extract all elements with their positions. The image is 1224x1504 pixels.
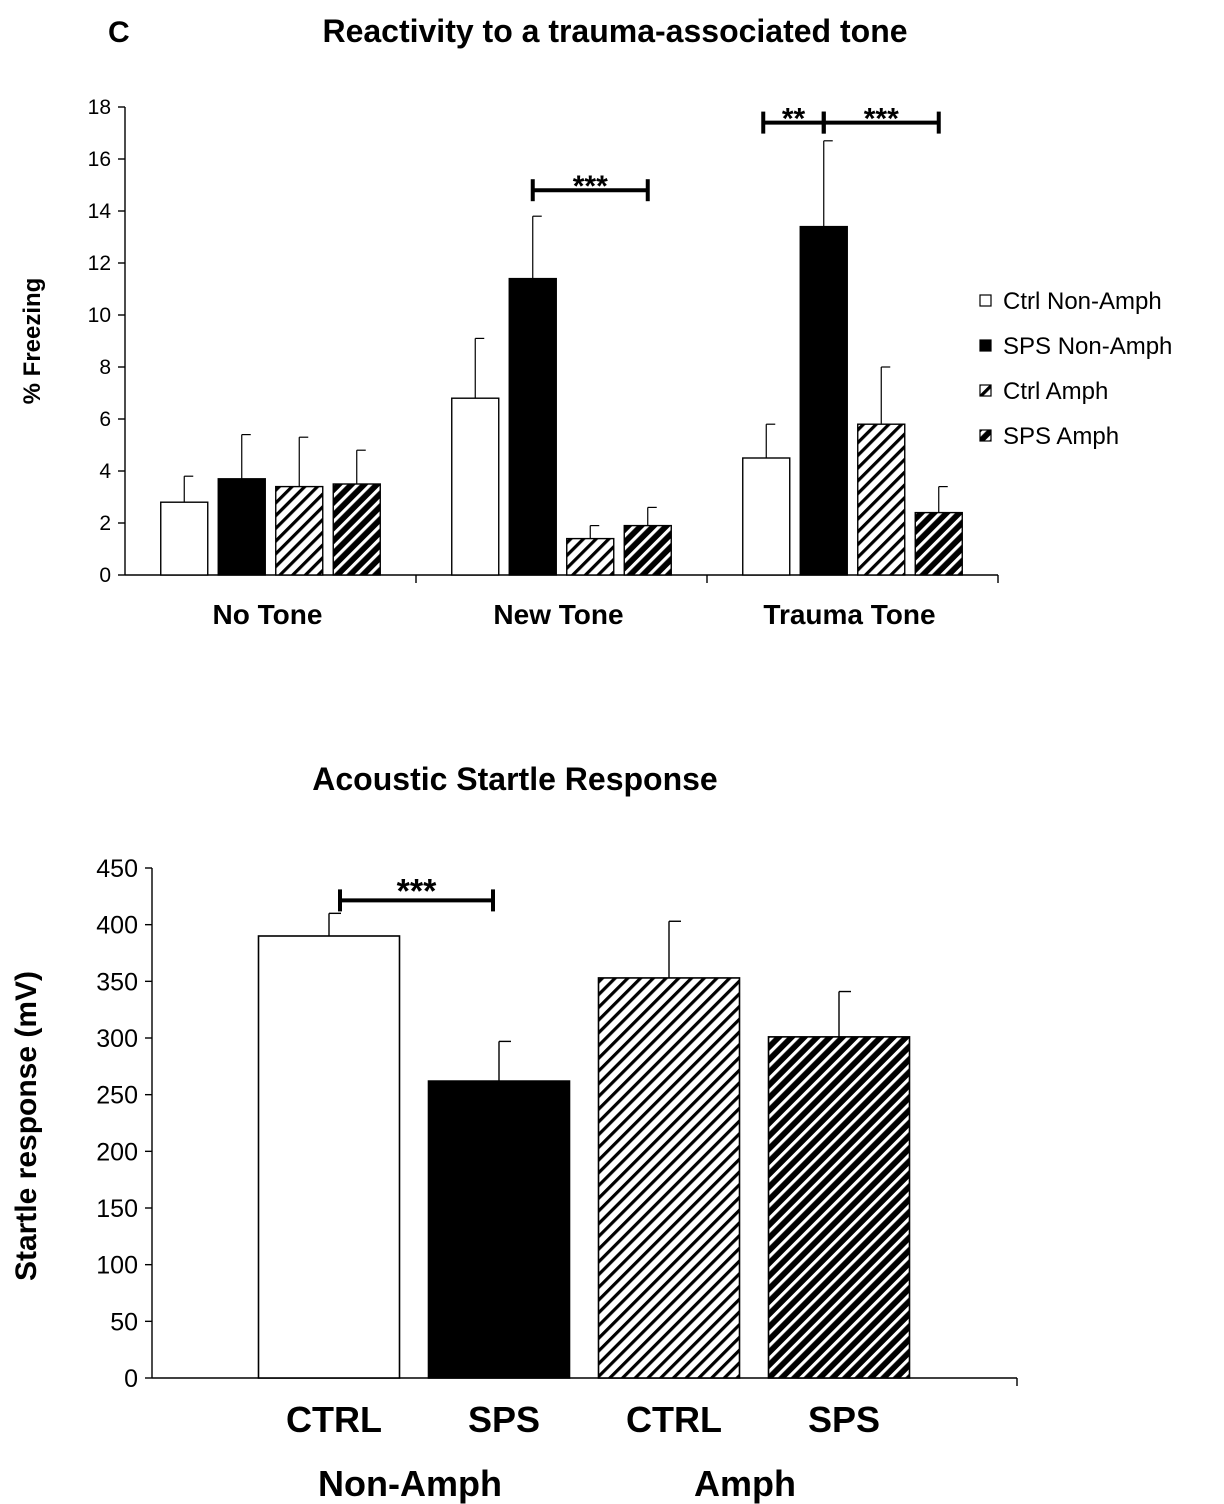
y-tick-label: 18 [88,96,111,119]
chart-title: Acoustic Startle Response [312,761,717,797]
legend-label: SPS Amph [1003,423,1119,450]
y-tick-label: 6 [99,408,111,431]
panel-c-chart: C Reactivity to a trauma-associated tone… [19,13,1172,630]
bar [275,485,324,576]
axes: 0 2 4 6 8 10 12 14 16 18 No Tone New Tone Trauma Ton… [88,96,999,630]
x-category-label: No Tone [213,599,323,630]
legend-swatch [979,339,992,352]
bar [332,483,381,576]
x-category-label: CTRL [626,1399,722,1440]
x-category-label: New Tone [493,599,623,630]
bar [857,423,906,576]
bar [217,478,266,576]
y-tick-label: 100 [96,1252,138,1280]
bar [451,397,500,576]
y-tick-label: 2 [99,512,111,535]
bar [257,935,401,1379]
y-tick-label: 0 [124,1365,138,1393]
panel-letter: C [108,16,130,49]
bar [160,501,209,576]
y-tick-label: 14 [88,200,112,223]
legend: Ctrl Non-Amph SPS Non-Amph Ctrl Amph SPS Am… [979,288,1172,450]
y-tick-label: 300 [96,1025,138,1053]
y-tick-label: 4 [99,460,111,483]
y-tick-label: 0 [99,564,111,587]
x-category-label: CTRL [286,1399,382,1440]
y-tick-label: 8 [99,356,111,379]
x-group-label: Amph [694,1463,796,1504]
chart-title: Reactivity to a trauma-associated tone [322,13,907,49]
bar [508,277,557,576]
bar [623,524,672,576]
bars [257,912,911,1379]
x-category-label: SPS [468,1399,540,1440]
y-axis-label: % Freezing [19,278,46,405]
x-category-label: Trauma Tone [763,599,935,630]
bar [597,977,741,1379]
legend-label: Ctrl Amph [1003,378,1108,405]
significance-label: *** [397,872,437,910]
bar [566,537,615,576]
y-tick-label: 150 [96,1195,138,1223]
bar [742,457,791,576]
legend-swatch [979,294,992,307]
y-tick-label: 400 [96,912,138,940]
y-axis-label: Startle response (mV) [10,971,43,1281]
significance-markers: ***** *** [530,103,941,203]
bar [799,225,848,576]
legend-swatch [979,384,992,397]
bar [767,1036,911,1379]
y-tick-label: 250 [96,1082,138,1110]
y-tick-label: 16 [88,148,111,171]
significance-label: ** [782,103,806,136]
y-tick-label: 10 [88,304,111,327]
panel-d-chart: Acoustic Startle Response Startle respon… [10,761,1018,1504]
significance-markers: *** [338,872,495,912]
bars [160,140,963,576]
y-tick-label: 450 [96,855,138,883]
y-tick-label: 12 [88,252,111,275]
legend-label: SPS Non-Amph [1003,333,1172,360]
y-tick-label: 350 [96,968,138,996]
significance-label: *** [864,103,899,136]
y-tick-label: 200 [96,1138,138,1166]
bar [427,1080,571,1379]
y-tick-label: 50 [110,1308,138,1336]
significance-label: *** [573,170,608,203]
x-category-label: SPS [808,1399,880,1440]
x-group-label: Non-Amph [318,1463,502,1504]
legend-swatch [979,429,992,442]
legend-label: Ctrl Non-Amph [1003,288,1162,315]
bar [914,511,963,576]
